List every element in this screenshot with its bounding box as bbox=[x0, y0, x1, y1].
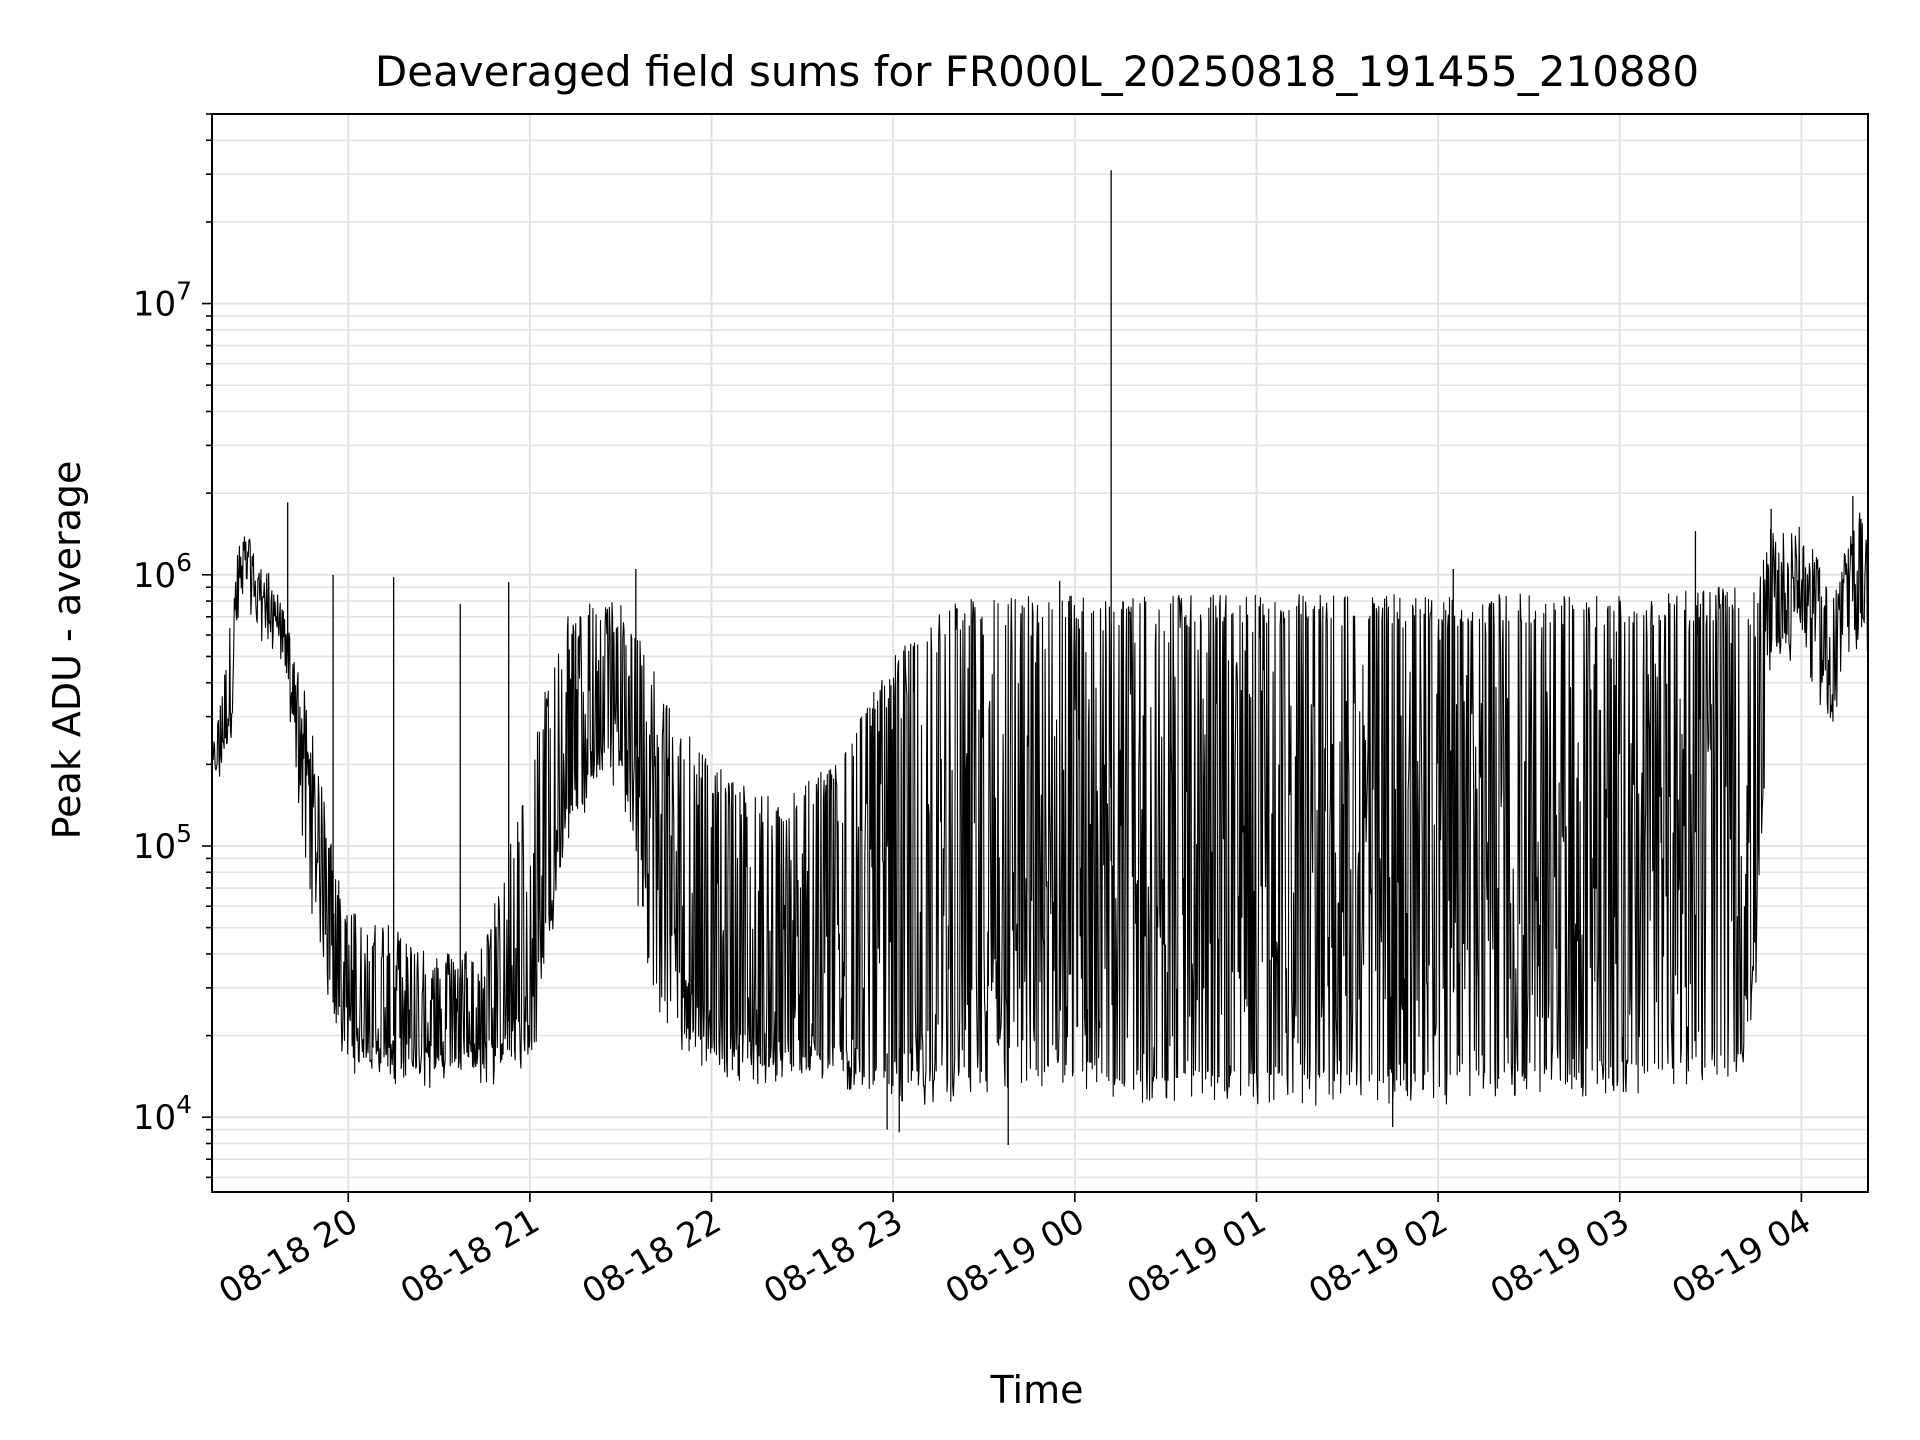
y-tick-label: 106 bbox=[133, 548, 192, 596]
chart-title: Deaveraged field sums for FR000L_2025081… bbox=[375, 47, 1699, 96]
y-tick-label: 104 bbox=[133, 1090, 192, 1138]
series-line bbox=[211, 512, 1869, 1106]
plot-area bbox=[211, 170, 1869, 1145]
y-tick-label: 105 bbox=[133, 819, 192, 867]
y-axis-label: Peak ADU - average bbox=[45, 461, 89, 840]
y-tick-label: 107 bbox=[133, 277, 192, 325]
plot-frame bbox=[211, 113, 1869, 1193]
x-axis-label: Time bbox=[990, 1368, 1084, 1412]
